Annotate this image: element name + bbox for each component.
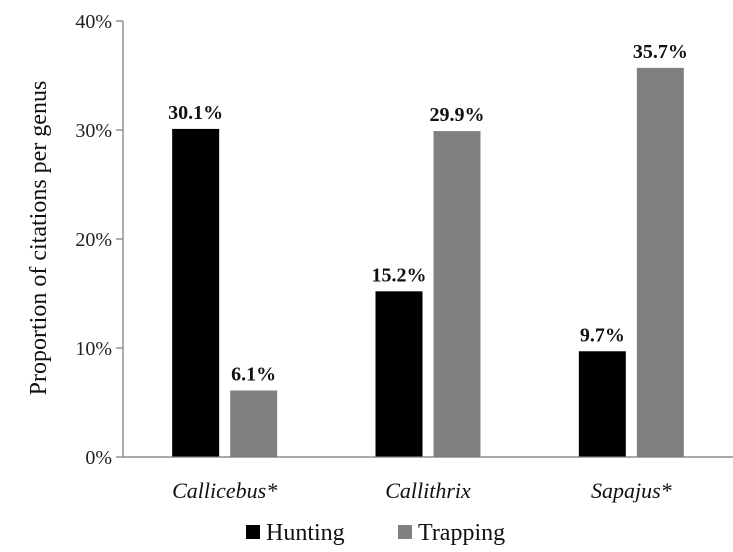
legend-label: Hunting bbox=[266, 520, 345, 546]
legend-swatch-hunting bbox=[246, 525, 260, 539]
legend-swatch-trapping bbox=[398, 525, 412, 539]
x-category-label: Callicebus* bbox=[172, 478, 277, 503]
data-label: 9.7% bbox=[580, 324, 625, 346]
y-tick-label: 0% bbox=[85, 447, 112, 469]
x-category-label: Callithrix bbox=[385, 478, 471, 503]
data-label: 6.1% bbox=[231, 364, 276, 386]
data-label: 30.1% bbox=[168, 102, 223, 124]
y-tick-label: 20% bbox=[75, 229, 112, 251]
bar-trapping-sapajus bbox=[636, 67, 684, 458]
legend: Hunting Trapping bbox=[246, 520, 505, 546]
bar-trapping-callithrix bbox=[433, 131, 481, 457]
legend-label: Trapping bbox=[418, 520, 505, 546]
bars: 30.1% 6.1% 15.2% 29.9% 9.7% 35.7% bbox=[168, 41, 688, 458]
y-axis: 0% 10% 20% 30% 40% bbox=[75, 11, 124, 469]
data-label: 29.9% bbox=[430, 104, 485, 126]
y-tick-label: 40% bbox=[75, 11, 112, 33]
x-axis: Callicebus* Callithrix Sapajus* bbox=[123, 456, 733, 503]
y-tick-label: 10% bbox=[75, 338, 112, 360]
bar-hunting-callithrix bbox=[375, 291, 423, 457]
bar-hunting-sapajus bbox=[578, 351, 626, 457]
y-axis-title: Proportion of citations per genus bbox=[26, 81, 52, 396]
data-label: 35.7% bbox=[633, 41, 688, 63]
bar-hunting-callicebus bbox=[172, 128, 220, 457]
x-category-label: Sapajus* bbox=[591, 478, 672, 503]
y-tick-label: 30% bbox=[75, 120, 112, 142]
data-label: 15.2% bbox=[372, 264, 427, 286]
bar-trapping-callicebus bbox=[230, 390, 278, 457]
